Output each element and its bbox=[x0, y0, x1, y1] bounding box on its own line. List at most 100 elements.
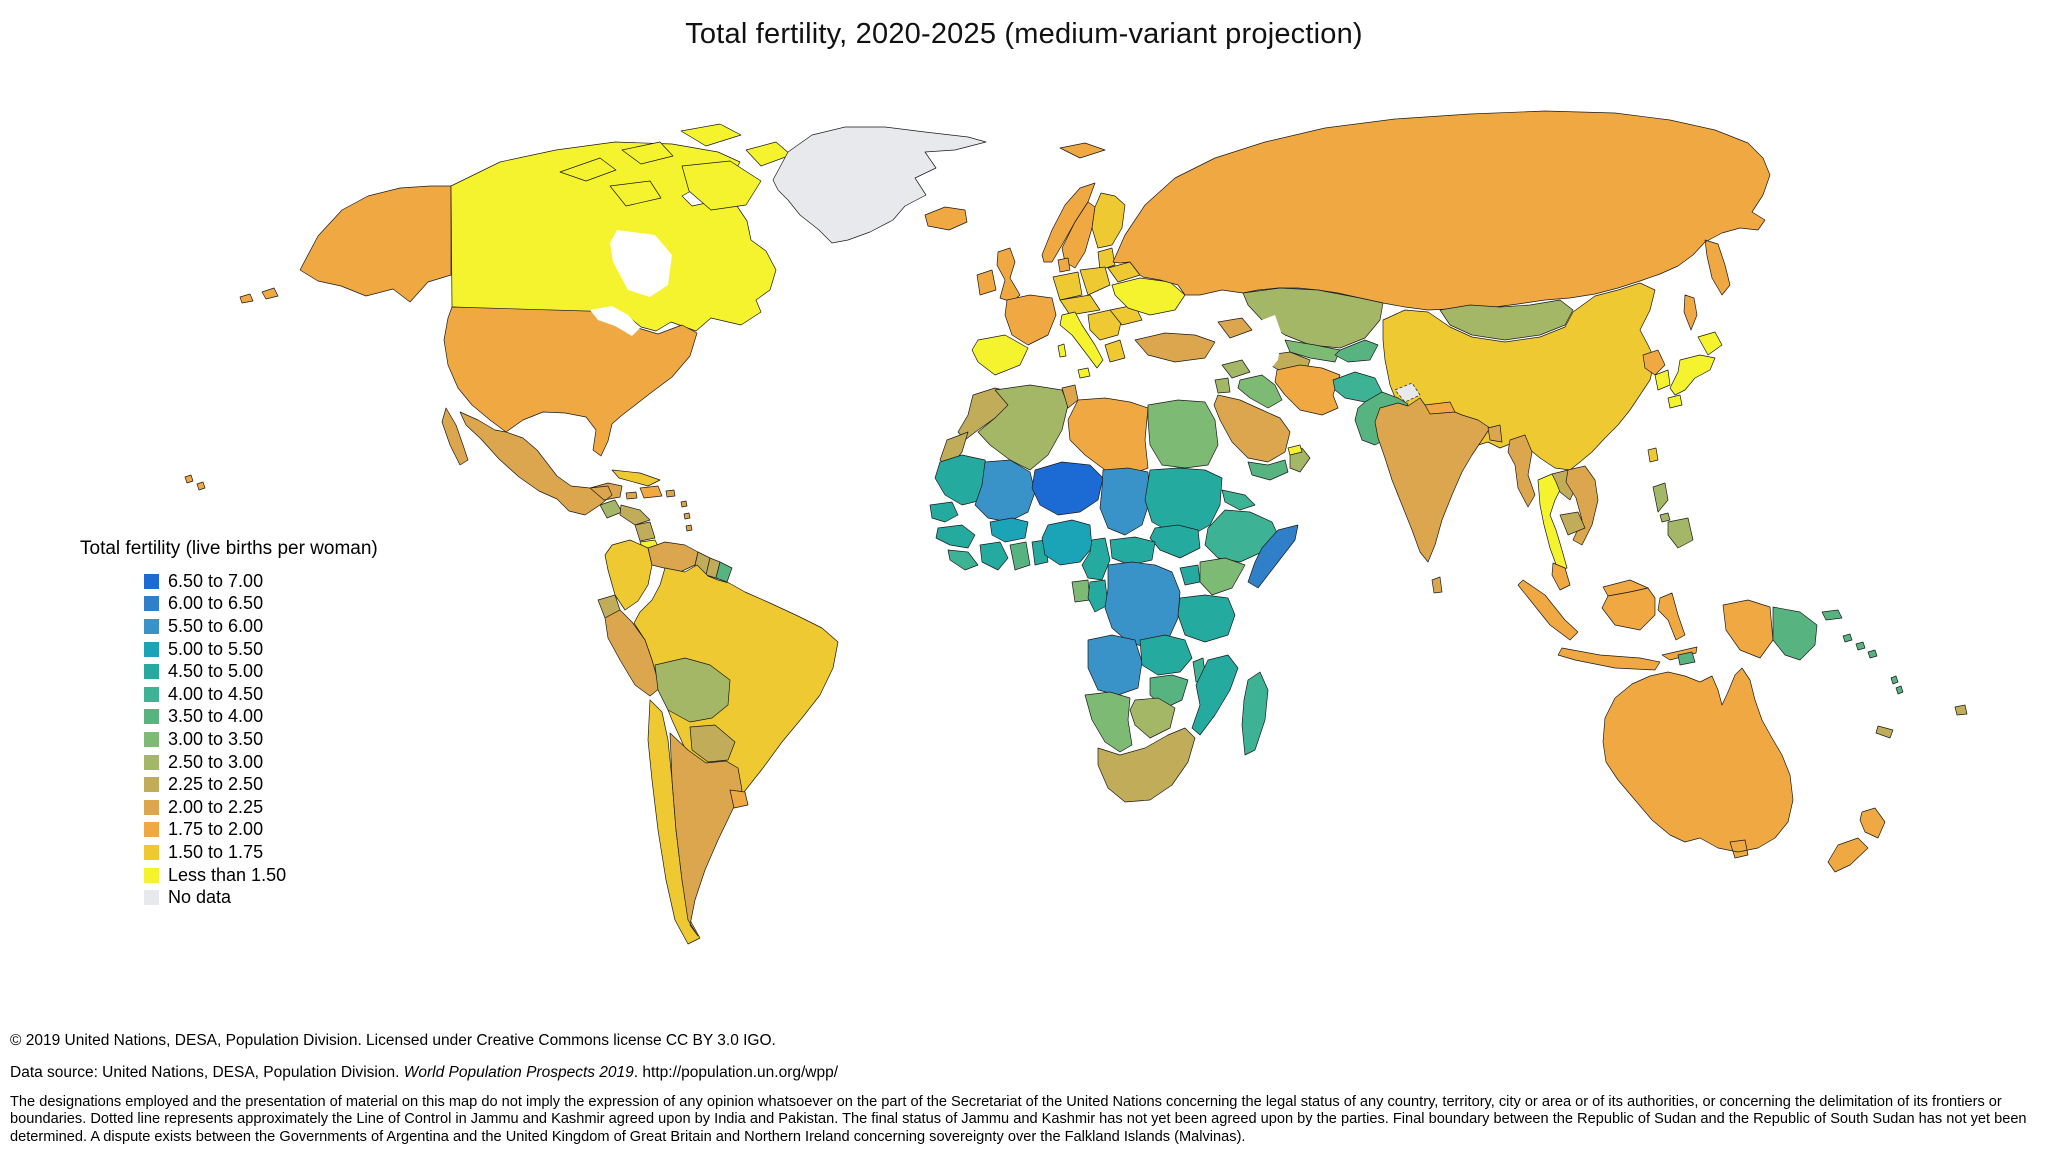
country-saudi-arabia bbox=[1213, 394, 1291, 463]
legend-label: 3.00 to 3.50 bbox=[168, 728, 264, 749]
country-north-korea bbox=[1642, 349, 1666, 376]
country-ireland bbox=[976, 269, 997, 296]
country-hawaii bbox=[184, 474, 206, 491]
page-title: Total fertility, 2020-2025 (medium-varia… bbox=[685, 18, 1363, 50]
data-source-prefix: Data source: United Nations, DESA, Popul… bbox=[10, 1064, 404, 1081]
country-eritrea bbox=[1221, 489, 1256, 511]
country-central-europe bbox=[1059, 294, 1101, 316]
legend-swatch-icon bbox=[144, 890, 159, 906]
legend-label: No data bbox=[168, 887, 232, 908]
legend-label: 2.50 to 3.00 bbox=[168, 751, 264, 772]
country-kashmir bbox=[1394, 382, 1421, 403]
country-algeria bbox=[977, 384, 1069, 471]
country-sierra-leone-liberia bbox=[947, 549, 979, 571]
country-south-africa bbox=[1097, 727, 1196, 803]
copyright-line: © 2019 United Nations, DESA, Population … bbox=[10, 1032, 776, 1049]
country-paraguay bbox=[689, 724, 736, 763]
legend-label: 6.00 to 6.50 bbox=[168, 593, 264, 614]
country-jamaica bbox=[625, 491, 638, 500]
country-niger bbox=[1031, 461, 1104, 516]
country-vietnam bbox=[1565, 465, 1599, 546]
country-gabon bbox=[1071, 579, 1091, 603]
country-libya bbox=[1067, 397, 1149, 476]
data-source-title: World Population Prospects 2019 bbox=[403, 1064, 634, 1081]
country-puerto-rico bbox=[665, 489, 676, 498]
country-spain bbox=[971, 334, 1029, 376]
country-madagascar bbox=[1241, 671, 1269, 756]
legend-swatch-icon bbox=[144, 844, 159, 860]
legend-item-7: 3.00 to 3.50 bbox=[144, 728, 378, 751]
legend-title: Total fertility (live births per woman) bbox=[80, 538, 378, 559]
caspian-sea bbox=[1258, 315, 1282, 372]
legend-swatch-icon bbox=[144, 686, 159, 702]
country-argentina bbox=[669, 732, 743, 937]
country-angola bbox=[1087, 634, 1143, 696]
country-bangladesh bbox=[1487, 424, 1503, 443]
data-source-url: . http://population.un.org/wpp/ bbox=[633, 1064, 839, 1081]
country-italy bbox=[1057, 311, 1104, 379]
legend-label: 5.50 to 6.00 bbox=[168, 615, 264, 636]
legend-label: 6.50 to 7.00 bbox=[168, 570, 264, 591]
great-lakes bbox=[590, 306, 640, 336]
country-yemen bbox=[1247, 459, 1289, 481]
country-russia bbox=[1112, 110, 1771, 331]
country-mongolia bbox=[1439, 299, 1574, 341]
country-cote-divoire bbox=[979, 541, 1009, 571]
legend-swatch-icon bbox=[144, 573, 159, 589]
legend-swatch-icon bbox=[144, 754, 159, 770]
country-cameroon bbox=[1081, 537, 1111, 581]
country-greece bbox=[1104, 339, 1126, 363]
country-mali bbox=[974, 459, 1036, 523]
legend-label: 3.50 to 4.00 bbox=[168, 706, 264, 727]
country-mozambique bbox=[1191, 654, 1239, 736]
legend-label: 4.50 to 5.00 bbox=[168, 661, 264, 682]
country-turkey bbox=[1134, 332, 1216, 363]
country-zambia bbox=[1139, 634, 1193, 676]
legend-item-4: 4.50 to 5.00 bbox=[144, 660, 378, 683]
country-nepal bbox=[1424, 401, 1456, 415]
legend-label: 5.00 to 5.50 bbox=[168, 638, 264, 659]
country-lesser-antilles bbox=[680, 500, 693, 532]
legend-label: 2.00 to 2.25 bbox=[168, 796, 264, 817]
legend-label: 1.50 to 1.75 bbox=[168, 841, 264, 862]
legend-item-10: 2.00 to 2.25 bbox=[144, 796, 378, 819]
country-france bbox=[1004, 294, 1057, 346]
country-nigeria bbox=[1041, 519, 1093, 566]
legend-item-12: 1.50 to 1.75 bbox=[144, 841, 378, 864]
country-kyrgyz-tajik bbox=[1334, 339, 1379, 363]
legend-swatch-icon bbox=[144, 799, 159, 815]
country-finland bbox=[1091, 192, 1126, 249]
country-australia bbox=[1602, 667, 1794, 859]
hudson-bay bbox=[610, 230, 672, 297]
country-uk bbox=[996, 247, 1021, 303]
legend-swatch-icon bbox=[144, 641, 159, 657]
country-iran bbox=[1274, 364, 1341, 416]
country-germany bbox=[1052, 271, 1083, 301]
data-source-line: Data source: United Nations, DESA, Popul… bbox=[10, 1064, 838, 1082]
country-namibia bbox=[1084, 691, 1133, 753]
country-guinea bbox=[935, 524, 976, 549]
country-egypt bbox=[1147, 399, 1219, 469]
country-svalbard bbox=[1059, 142, 1106, 159]
country-tanzania bbox=[1177, 594, 1236, 643]
country-drc bbox=[1104, 561, 1181, 649]
legend-item-5: 4.00 to 4.50 bbox=[144, 683, 378, 706]
legend: Total fertility (live births per woman) … bbox=[80, 538, 378, 909]
country-bolivia bbox=[654, 657, 731, 723]
legend-item-8: 2.50 to 3.00 bbox=[144, 751, 378, 774]
legend-swatch-icon bbox=[144, 731, 159, 747]
legend-swatch-icon bbox=[144, 777, 159, 793]
country-poland bbox=[1079, 266, 1111, 296]
country-ethiopia bbox=[1204, 509, 1279, 563]
country-india bbox=[1374, 397, 1491, 563]
legend-item-6: 3.50 to 4.00 bbox=[144, 706, 378, 729]
country-denmark bbox=[1057, 257, 1071, 273]
country-honduras bbox=[619, 504, 651, 526]
country-greenland bbox=[772, 126, 987, 244]
country-syria bbox=[1221, 359, 1251, 379]
country-ukraine bbox=[1111, 277, 1186, 316]
country-taiwan bbox=[1647, 447, 1659, 463]
country-cambodia bbox=[1559, 511, 1586, 536]
